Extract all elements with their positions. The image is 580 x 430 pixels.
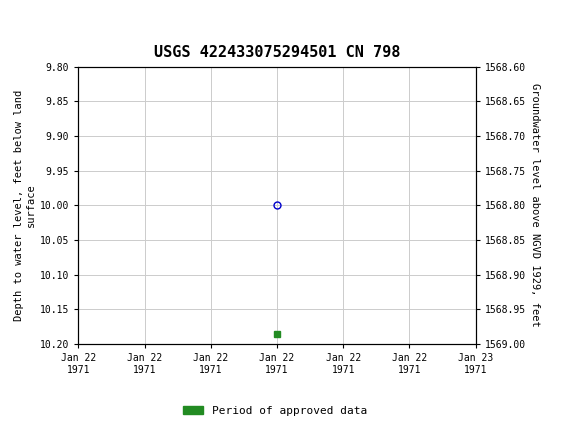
Legend: Period of approved data: Period of approved data: [179, 401, 372, 420]
Y-axis label: Depth to water level, feet below land
surface: Depth to water level, feet below land su…: [14, 90, 36, 321]
Text: USGS: USGS: [35, 9, 99, 29]
Y-axis label: Groundwater level above NGVD 1929, feet: Groundwater level above NGVD 1929, feet: [530, 83, 539, 327]
Title: USGS 422433075294501 CN 798: USGS 422433075294501 CN 798: [154, 45, 400, 60]
